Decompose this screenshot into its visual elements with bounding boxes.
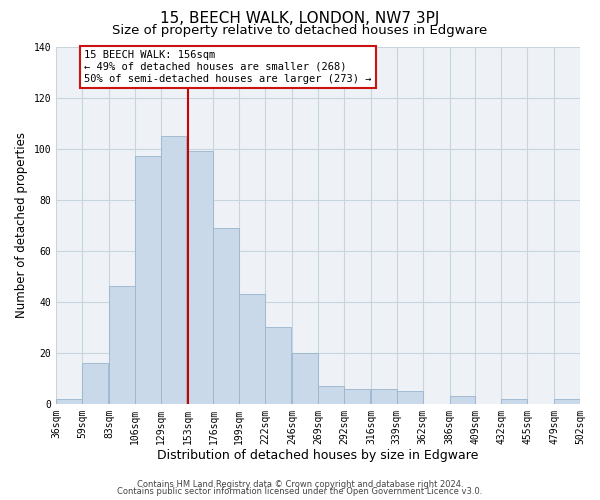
- Bar: [292, 353, 318, 404]
- Text: Contains HM Land Registry data © Crown copyright and database right 2024.: Contains HM Land Registry data © Crown c…: [137, 480, 463, 489]
- Bar: [554, 398, 580, 404]
- Bar: [371, 388, 397, 404]
- Text: 15 BEECH WALK: 156sqm
← 49% of detached houses are smaller (268)
50% of semi-det: 15 BEECH WALK: 156sqm ← 49% of detached …: [84, 50, 371, 84]
- X-axis label: Distribution of detached houses by size in Edgware: Distribution of detached houses by size …: [157, 450, 479, 462]
- Bar: [109, 286, 135, 404]
- Bar: [214, 228, 239, 404]
- Bar: [265, 328, 291, 404]
- Bar: [318, 386, 344, 404]
- Y-axis label: Number of detached properties: Number of detached properties: [15, 132, 28, 318]
- Bar: [397, 391, 422, 404]
- Bar: [344, 388, 370, 404]
- Bar: [449, 396, 475, 404]
- Bar: [135, 156, 161, 404]
- Bar: [82, 363, 108, 404]
- Text: Contains public sector information licensed under the Open Government Licence v3: Contains public sector information licen…: [118, 488, 482, 496]
- Bar: [239, 294, 265, 404]
- Bar: [188, 151, 214, 404]
- Text: 15, BEECH WALK, LONDON, NW7 3PJ: 15, BEECH WALK, LONDON, NW7 3PJ: [160, 12, 440, 26]
- Bar: [56, 398, 82, 404]
- Bar: [501, 398, 527, 404]
- Bar: [161, 136, 187, 404]
- Text: Size of property relative to detached houses in Edgware: Size of property relative to detached ho…: [112, 24, 488, 37]
